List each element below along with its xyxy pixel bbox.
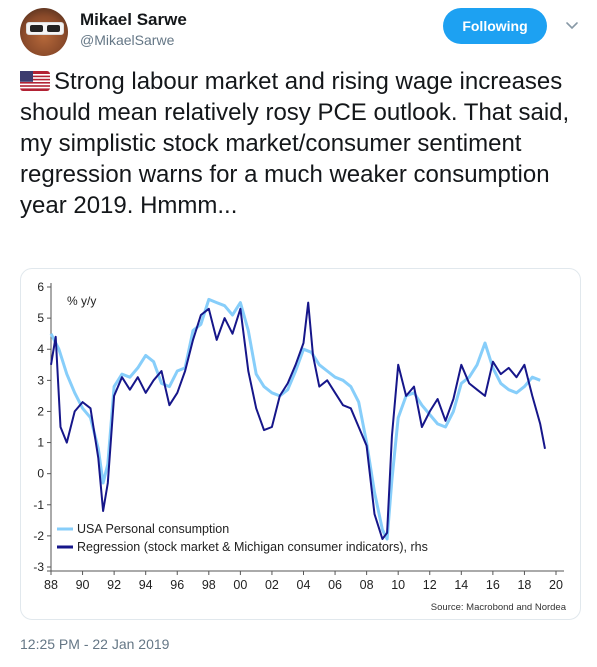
legend-label: USA Personal consumption — [77, 522, 229, 536]
source-note: Source: Macrobond and Nordea — [431, 602, 567, 613]
x-tick-label: 94 — [139, 578, 153, 592]
y-tick-label: 3 — [37, 373, 44, 387]
y-tick-label: -2 — [33, 529, 44, 543]
x-tick-label: 06 — [328, 578, 342, 592]
series-line-personal-consumption — [49, 297, 541, 541]
chart-legend: USA Personal consumption Regression (stoc… — [57, 522, 428, 554]
y-tick-label: 6 — [37, 280, 44, 294]
series-line-regression — [50, 301, 546, 540]
tweet-timestamp[interactable]: 12:25 PM - 22 Jan 2019 — [20, 636, 170, 652]
y-tick-label: -3 — [33, 560, 44, 574]
x-tick-label: 14 — [454, 578, 468, 592]
y-tick-label: 1 — [37, 436, 44, 450]
chart-lines — [49, 297, 546, 541]
x-tick-label: 88 — [44, 578, 58, 592]
avatar[interactable] — [20, 8, 68, 56]
sunglasses-icon — [26, 22, 64, 35]
x-tick-label: 90 — [76, 578, 90, 592]
chevron-down-icon[interactable] — [563, 16, 581, 34]
x-tick-label: 12 — [423, 578, 437, 592]
x-tick-label: 20 — [549, 578, 563, 592]
y-tick-label: 5 — [37, 311, 44, 325]
tweet-text: Strong labour market and rising wage inc… — [20, 66, 580, 221]
y-tick-label: 2 — [37, 404, 44, 418]
x-tick-label: 96 — [170, 578, 184, 592]
tweet-body: Strong labour market and rising wage inc… — [20, 68, 570, 219]
x-tick-label: 10 — [391, 578, 405, 592]
x-tick-label: 02 — [265, 578, 279, 592]
y-tick-label: 4 — [37, 342, 44, 356]
author-handle[interactable]: @MikaelSarwe — [80, 32, 175, 48]
x-tick-label: 18 — [517, 578, 531, 592]
y-tick-label: -1 — [33, 498, 44, 512]
x-tick-label: 08 — [360, 578, 374, 592]
x-tick-label: 04 — [297, 578, 311, 592]
unit-label: % y/y — [67, 294, 96, 308]
x-tick-label: 00 — [233, 578, 247, 592]
x-tick-label: 16 — [486, 578, 500, 592]
x-tick-label: 98 — [202, 578, 216, 592]
following-button[interactable]: Following — [443, 8, 547, 44]
x-tick-label: 92 — [107, 578, 121, 592]
us-flag-icon — [20, 71, 50, 91]
legend-label: Regression (stock market & Michigan cons… — [77, 540, 428, 554]
author-name[interactable]: Mikael Sarwe — [80, 10, 187, 29]
y-tick-label: 0 — [37, 467, 44, 481]
chart-image-card[interactable]: 6 5 4 3 2 1 0 -1 -2 -3 88 90 92 94 96 98 00 02 04 06 08 10 12 1… — [20, 268, 581, 620]
